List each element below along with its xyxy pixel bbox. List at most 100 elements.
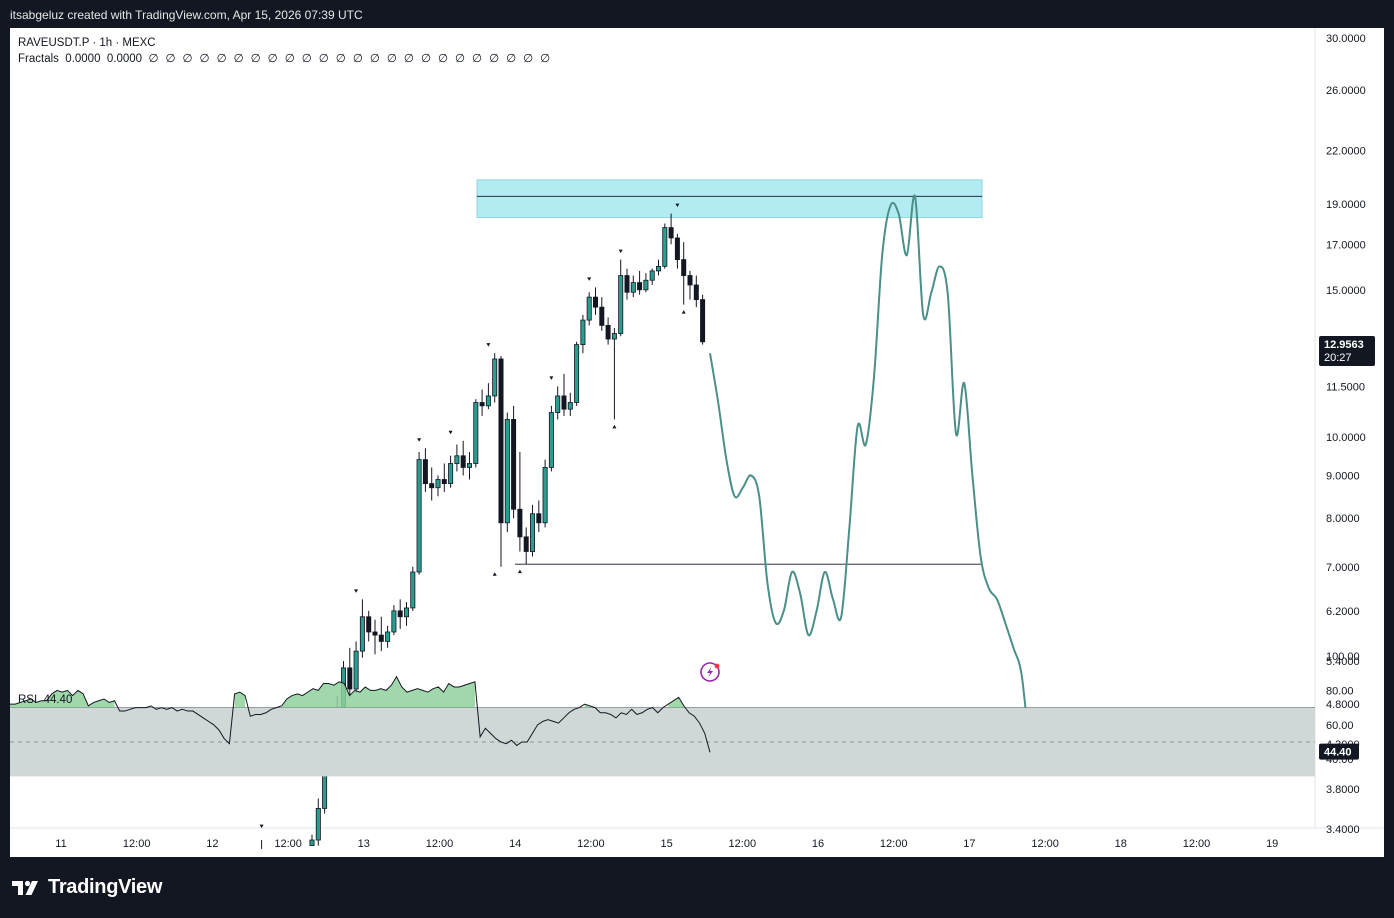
empty-value-12: ∅ (352, 53, 363, 65)
candle-body-45 (593, 296, 599, 308)
candle-body-38 (548, 412, 554, 468)
price-tick-11: 6.2000 (1326, 606, 1360, 618)
empty-value-11: ∅ (335, 53, 346, 65)
price-tick-1: 26.0000 (1326, 85, 1366, 97)
candle-body-47 (605, 325, 611, 340)
empty-value-13: ∅ (369, 53, 380, 65)
time-tick-13: 12:00 (1031, 838, 1059, 850)
empty-value-18: ∅ (455, 53, 466, 65)
time-tick-8: 15 (660, 838, 672, 850)
empty-value-20: ∅ (489, 53, 500, 65)
empty-value-21: ∅ (506, 53, 517, 65)
candle-body-46 (599, 306, 605, 326)
candle-body-35 (530, 513, 536, 552)
candle-body-60 (687, 275, 693, 286)
price-tick-13: 4.8000 (1326, 699, 1360, 711)
chart-canvas[interactable]: 30.0000 26.0000 22.0000 19.0000 17.0000 15.00… (10, 28, 1384, 857)
top-bar: itsabgeluz created with TradingView.com,… (0, 0, 1394, 28)
candle-body-6 (347, 667, 353, 690)
candle-body-0 (309, 839, 315, 846)
price-tick-0: 30.0000 (1326, 33, 1366, 45)
time-tick-5: 12:00 (426, 838, 454, 850)
time-tick-16: 19 (1266, 838, 1278, 850)
empty-value-4: ∅ (216, 53, 227, 65)
projection-path (709, 194, 1031, 753)
fractal-marker-8 (587, 277, 592, 281)
tradingview-logo[interactable]: TradingView (12, 876, 162, 899)
symbol-row[interactable]: RAVEUSDT.P · 1h · MEXC (18, 35, 557, 51)
fractal-marker-7 (549, 376, 554, 380)
resistance-zone-layer (476, 179, 983, 565)
empty-value-5: ∅ (233, 53, 244, 65)
time-tick-10: 16 (812, 838, 824, 850)
candle-body-11 (378, 634, 384, 642)
candle-body-10 (372, 631, 378, 636)
price-tick-12: 5.4000 (1326, 656, 1360, 668)
empty-value-8: ∅ (284, 53, 295, 65)
fractal-marker-11 (675, 203, 680, 208)
fractal-marker-0 (259, 824, 264, 829)
empty-value-15: ∅ (403, 53, 414, 65)
candle-body-15 (403, 607, 409, 618)
chart-frame[interactable]: 30.0000 26.0000 22.0000 19.0000 17.0000 15.00… (10, 28, 1384, 857)
indicator-value-1: 0.0000 (65, 53, 101, 65)
fractal-marker-3 (448, 430, 453, 435)
candle-body-41 (567, 402, 573, 410)
candle-body-30 (498, 358, 504, 524)
candle-body-55 (656, 265, 662, 272)
candle-body-62 (700, 299, 706, 343)
empty-value-14: ∅ (386, 53, 397, 65)
fractal-marker-10 (618, 249, 623, 254)
candle-body-44 (586, 296, 592, 321)
price-tick-15: 3.8000 (1326, 784, 1360, 796)
time-tick-15: 12:00 (1183, 838, 1211, 850)
candle-body-34 (523, 536, 529, 552)
candle-body-13 (391, 610, 397, 633)
candle-body-31 (504, 419, 510, 524)
candle-body-36 (536, 513, 542, 524)
price-tick-6: 11.5000 (1326, 381, 1365, 393)
empty-value-6: ∅ (250, 53, 261, 65)
price-tick-16: 3.4000 (1326, 824, 1360, 836)
price-axis[interactable]: 30.0000 26.0000 22.0000 19.0000 17.0000 15.00… (10, 28, 1384, 836)
candle-body-27 (479, 402, 485, 407)
empty-value-3: ∅ (199, 53, 210, 65)
price-tick-3: 19.0000 (1326, 199, 1366, 211)
lightning-bolt (707, 667, 713, 677)
candle-body-1 (315, 808, 321, 841)
empty-value-23: ∅ (540, 53, 551, 65)
chart-legend: RAVEUSDT.P · 1h · MEXC Fractals 0.0000 0… (18, 35, 557, 67)
candle-body-57 (668, 227, 674, 239)
candle-body-18 (422, 459, 428, 484)
candle-body-39 (555, 395, 561, 413)
rsi-value: 44.40 (43, 694, 73, 706)
time-tick-3: 12:00 (274, 838, 302, 850)
fractal-marker-6 (517, 569, 522, 574)
fractal-marker-5 (492, 572, 497, 576)
fractals-row[interactable]: Fractals 0.0000 0.0000 ∅ ∅ ∅ ∅ ∅ ∅ ∅ ∅ ∅ ∅ ∅ ∅ ∅ ∅ ∅ ∅ ∅… (18, 51, 557, 67)
rsi-legend[interactable]: RSI 44.40 (18, 694, 72, 706)
price-badge (1319, 336, 1375, 367)
fractal-marker-9 (612, 424, 617, 429)
fractal-marker-1 (354, 589, 359, 593)
time-axis[interactable]: 11 12:00 12 12:00 13 12:00 14 12:00 15 12:00 16 12:… (55, 838, 1278, 850)
candle-body-12 (385, 631, 391, 642)
time-tick-7: 12:00 (577, 838, 605, 850)
price-tick-10: 7.0000 (1326, 562, 1360, 574)
candle-body-59 (681, 259, 687, 276)
price-tick-9: 8.0000 (1326, 513, 1360, 525)
candle-body-22 (448, 463, 454, 484)
time-tick-4: 13 (358, 838, 370, 850)
empty-value-1: ∅ (165, 53, 176, 65)
price-badge-value: 12.9563 (1324, 339, 1364, 351)
candle-body-50 (624, 275, 630, 293)
candle-body-43 (580, 319, 586, 346)
price-tick-5: 15.0000 (1326, 285, 1366, 297)
empty-value-0: ∅ (148, 53, 159, 65)
empty-value-16: ∅ (420, 53, 431, 65)
candle-body-33 (517, 508, 523, 538)
candle-body-32 (511, 419, 517, 510)
symbol-label[interactable]: RAVEUSDT.P · 1h · MEXC (18, 37, 156, 49)
rsi-tick-0: 100.00 (1326, 651, 1360, 663)
